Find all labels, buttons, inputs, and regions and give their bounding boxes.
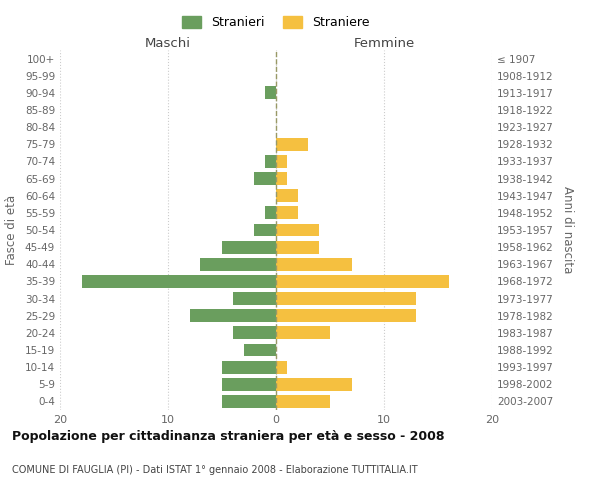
Bar <box>276 155 287 168</box>
Bar <box>190 310 276 322</box>
Bar <box>276 258 352 270</box>
Bar <box>244 344 276 356</box>
Text: Femmine: Femmine <box>353 37 415 50</box>
Bar <box>82 275 276 288</box>
Bar <box>276 138 308 150</box>
Bar <box>276 360 287 374</box>
Bar <box>233 292 276 305</box>
Bar <box>222 360 276 374</box>
Bar <box>200 258 276 270</box>
Bar <box>276 224 319 236</box>
Bar <box>265 155 276 168</box>
Bar <box>276 206 298 220</box>
Bar <box>276 310 416 322</box>
Bar <box>276 378 352 390</box>
Bar <box>254 224 276 236</box>
Text: Popolazione per cittadinanza straniera per età e sesso - 2008: Popolazione per cittadinanza straniera p… <box>12 430 445 443</box>
Bar <box>276 292 416 305</box>
Bar <box>276 190 298 202</box>
Bar <box>276 326 330 340</box>
Bar <box>276 275 449 288</box>
Text: Maschi: Maschi <box>145 37 191 50</box>
Bar <box>254 172 276 185</box>
Bar <box>276 172 287 185</box>
Text: COMUNE DI FAUGLIA (PI) - Dati ISTAT 1° gennaio 2008 - Elaborazione TUTTITALIA.IT: COMUNE DI FAUGLIA (PI) - Dati ISTAT 1° g… <box>12 465 418 475</box>
Y-axis label: Fasce di età: Fasce di età <box>5 195 18 265</box>
Bar <box>265 86 276 100</box>
Bar <box>222 378 276 390</box>
Bar <box>276 240 319 254</box>
Bar <box>233 326 276 340</box>
Legend: Stranieri, Straniere: Stranieri, Straniere <box>178 11 374 34</box>
Bar <box>222 395 276 408</box>
Bar <box>222 240 276 254</box>
Bar <box>265 206 276 220</box>
Y-axis label: Anni di nascita: Anni di nascita <box>562 186 574 274</box>
Bar <box>276 395 330 408</box>
